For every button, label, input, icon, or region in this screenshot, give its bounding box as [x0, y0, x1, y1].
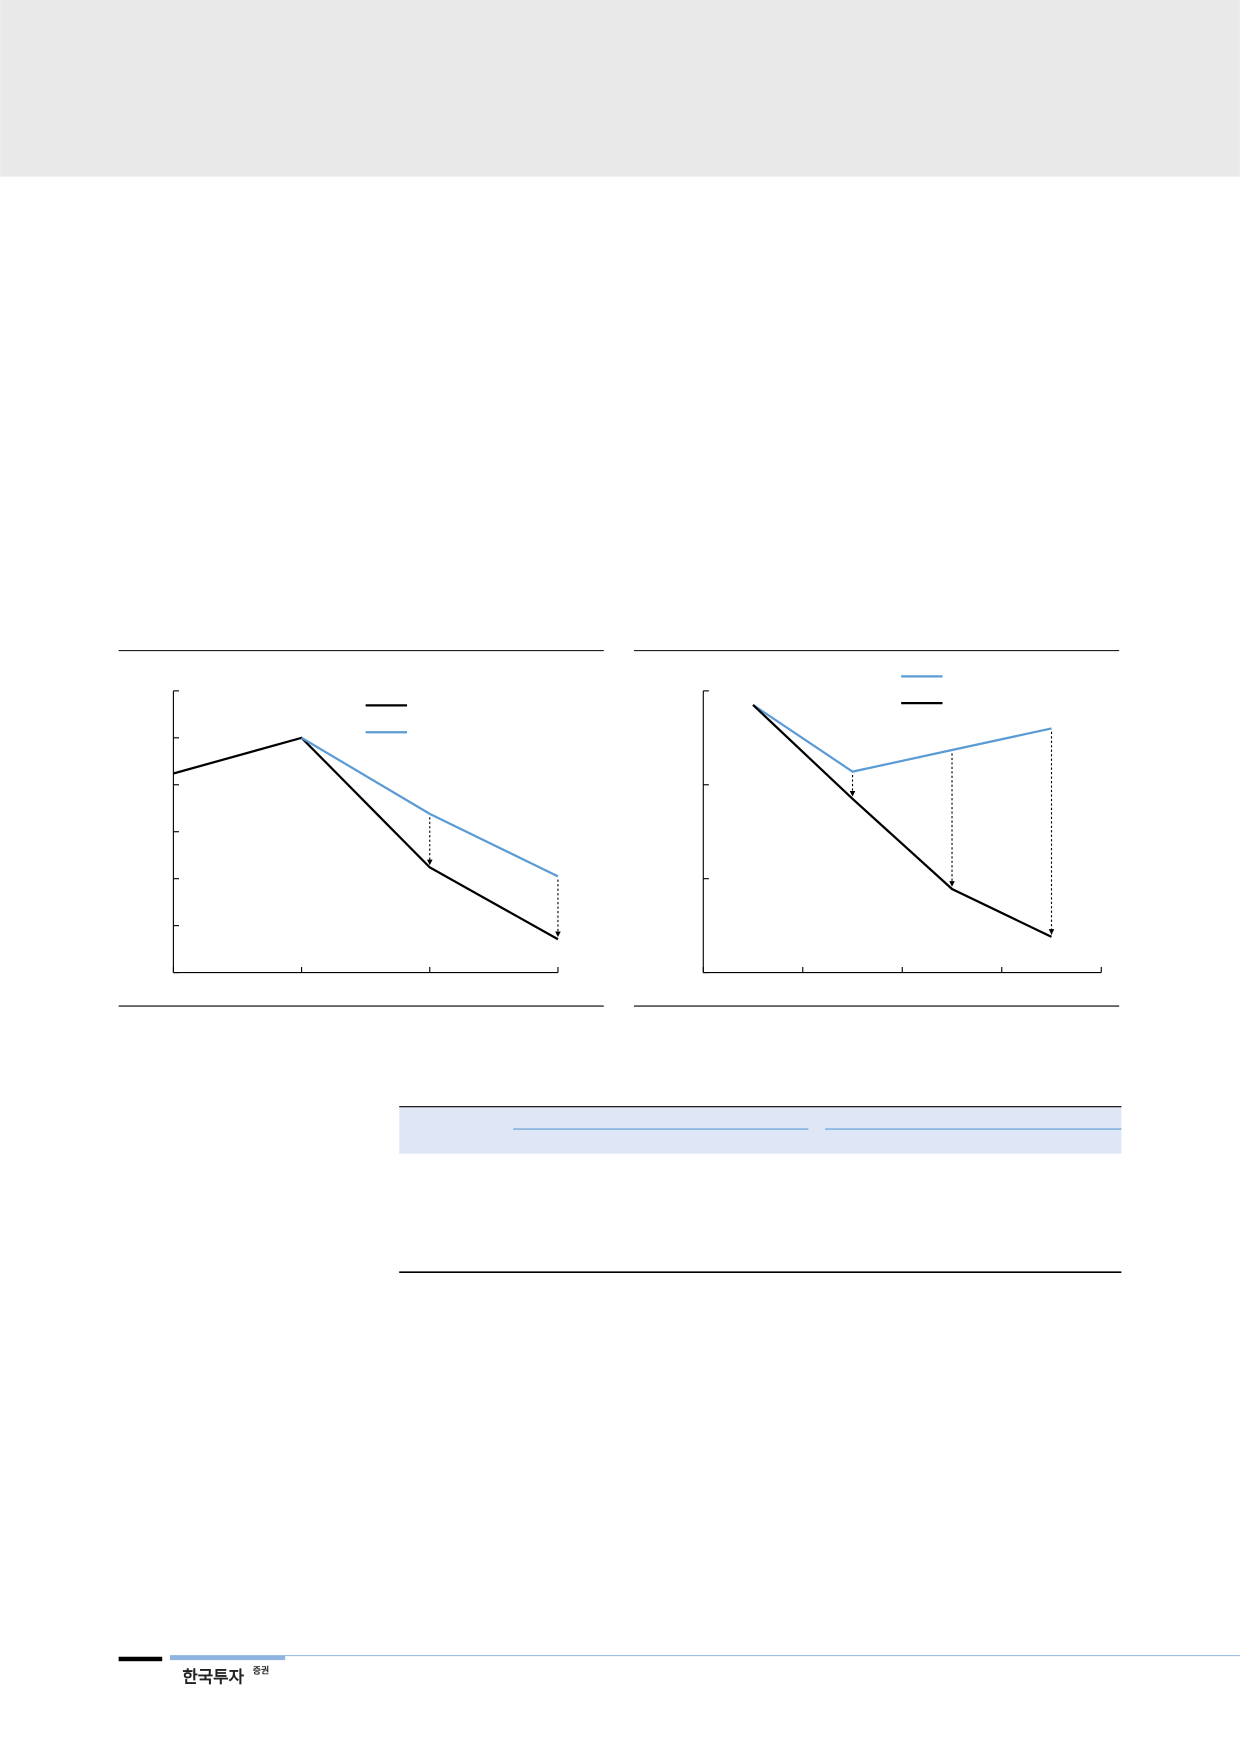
footer-bar	[170, 1655, 286, 1661]
series-line	[752, 704, 1052, 938]
series-line	[173, 736, 559, 941]
header-band	[0, 0, 1240, 177]
footer-bar	[118, 1656, 163, 1662]
logo-suffix: 증권	[253, 1665, 269, 1677]
table-header	[399, 1106, 1122, 1154]
series-line	[301, 736, 559, 878]
series-line	[752, 704, 1052, 773]
logo: 한국투자	[182, 1666, 244, 1686]
